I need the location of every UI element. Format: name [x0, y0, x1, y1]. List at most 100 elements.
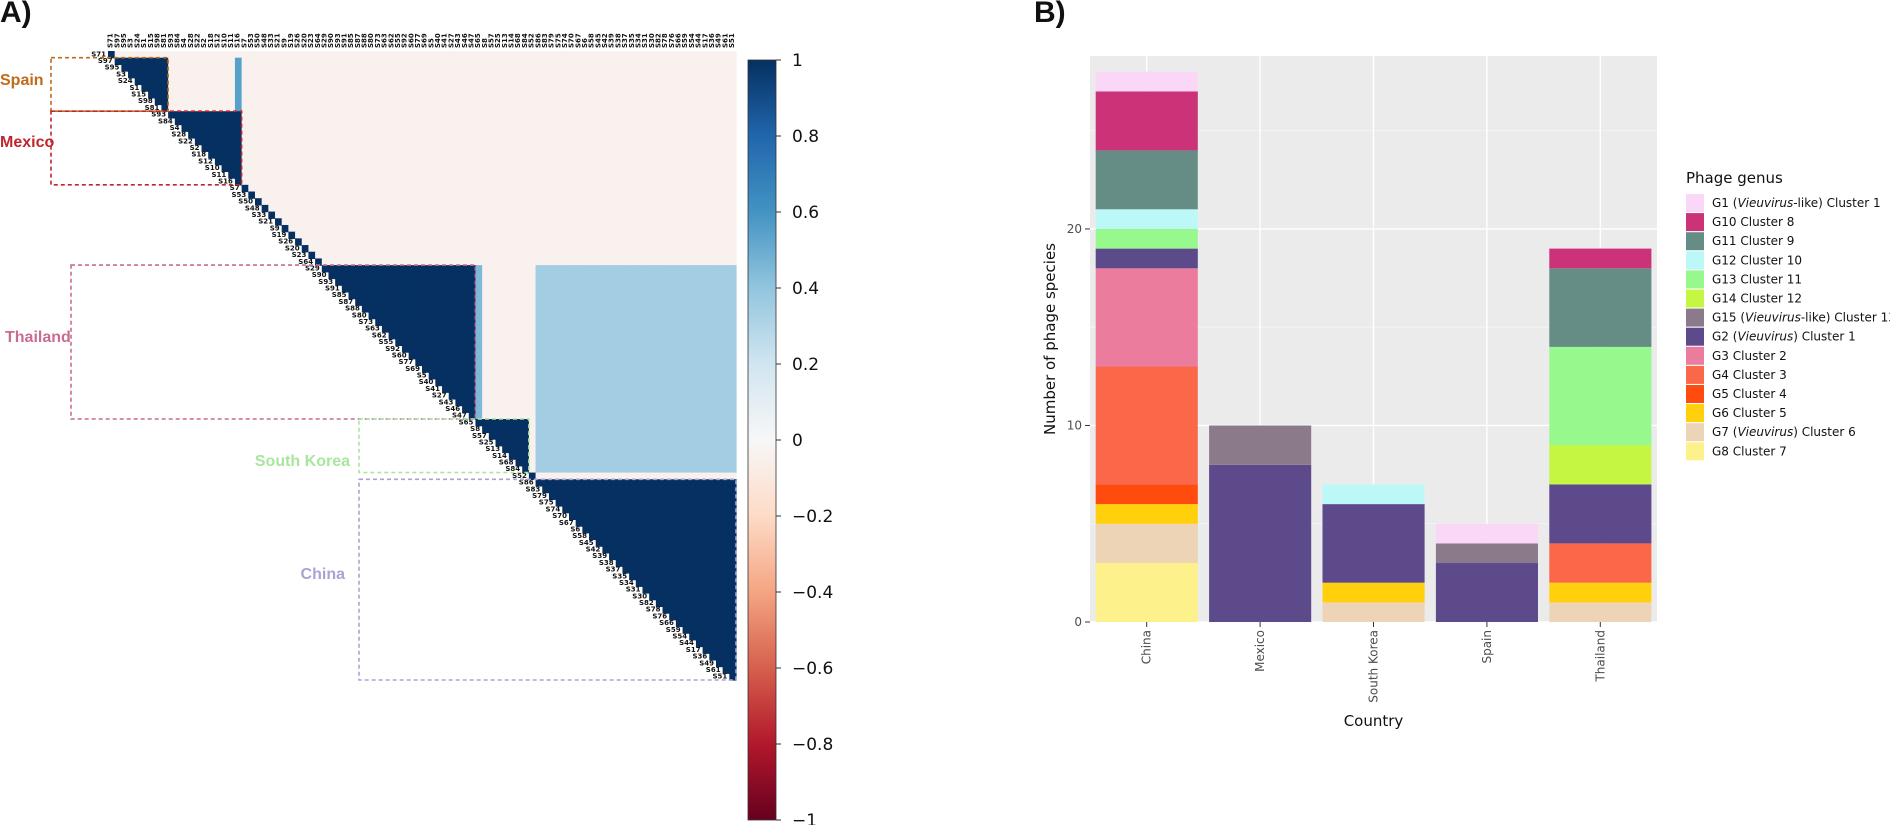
heatmap-cell [642, 104, 650, 112]
heatmap-cell [234, 117, 243, 126]
heatmap-cell [508, 291, 517, 300]
heatmap-cell [562, 77, 570, 86]
heatmap-cell [548, 224, 557, 233]
heatmap-cell [709, 593, 717, 601]
heatmap-cell [555, 499, 563, 507]
heatmap-cell [468, 278, 477, 286]
heatmap-cell [649, 566, 657, 574]
heatmap-cell [435, 91, 443, 99]
heatmap-cell [468, 71, 477, 79]
heatmap-cell [368, 245, 376, 253]
heatmap-cell [308, 57, 316, 65]
heatmap-cell [649, 485, 657, 494]
column-label: S41 [441, 33, 449, 48]
heatmap-cell [582, 352, 590, 360]
heatmap-cell [642, 137, 650, 146]
heatmap-cell [495, 144, 503, 152]
heatmap-cell [381, 224, 390, 233]
legend-swatch-g12 [1686, 251, 1704, 270]
heatmap-cell [448, 245, 456, 253]
heatmap-cell [408, 332, 416, 340]
heatmap-cell [669, 245, 677, 253]
heatmap-cell [662, 365, 670, 373]
heatmap-cell [435, 285, 443, 293]
heatmap-cell [555, 485, 563, 494]
heatmap-cell [709, 639, 717, 648]
heatmap-cell [361, 291, 370, 300]
heatmap-cell [408, 111, 416, 119]
heatmap-cell [475, 345, 483, 353]
heatmap-cell [315, 218, 323, 226]
heatmap-cell [435, 238, 443, 246]
heatmap-cell [335, 111, 343, 119]
heatmap-cell [435, 158, 443, 166]
heatmap-cell [415, 91, 423, 99]
heatmap-cell [328, 158, 336, 166]
heatmap-cell [315, 158, 323, 166]
heatmap-cell [649, 419, 657, 427]
heatmap-cell [662, 71, 670, 79]
heatmap-cell [455, 372, 463, 380]
heatmap-cell [609, 372, 617, 380]
heatmap-cell [315, 164, 323, 173]
colorbar-tick-label: −1 [792, 811, 817, 825]
heatmap-cell [609, 439, 617, 447]
heatmap-cell [729, 599, 737, 607]
heatmap-cell [401, 338, 410, 347]
heatmap-cell [555, 198, 563, 206]
heatmap-cell [275, 184, 283, 193]
heatmap-cell [415, 318, 423, 326]
heatmap-cell [395, 137, 403, 146]
heatmap-cell [562, 398, 570, 407]
heatmap-cell [715, 439, 724, 447]
heatmap-cell [702, 519, 710, 527]
heatmap-cell [522, 231, 530, 239]
heatmap-cell [388, 97, 396, 106]
heatmap-cell [475, 117, 483, 126]
heatmap-cell [709, 579, 717, 587]
heatmap-cell [609, 291, 617, 300]
heatmap-cell [702, 271, 710, 280]
heatmap-cell [381, 84, 390, 92]
heatmap-cell [542, 77, 550, 86]
heatmap-cell [715, 365, 724, 373]
heatmap-cell [528, 305, 537, 313]
heatmap-cell [275, 198, 283, 206]
heatmap-cell [675, 137, 684, 146]
heatmap-cell [502, 71, 510, 79]
heatmap-cell [401, 104, 410, 112]
heatmap-cell [408, 218, 416, 226]
heatmap-cell [568, 465, 577, 474]
heatmap-cell [609, 71, 617, 79]
heatmap-cell [682, 305, 690, 313]
heatmap-cell [448, 231, 456, 239]
heatmap-cell [181, 64, 189, 72]
heatmap-cell [368, 184, 376, 193]
heatmap-cell [375, 211, 383, 219]
heatmap-cell [455, 305, 463, 313]
heatmap-cell [662, 77, 670, 86]
heatmap-cell [695, 305, 704, 313]
heatmap-cell [528, 191, 537, 199]
heatmap-cell [221, 71, 229, 79]
heatmap-cell [575, 485, 583, 494]
heatmap-cell [488, 198, 497, 206]
heatmap-cell [495, 117, 503, 126]
heatmap-cell [589, 298, 597, 306]
heatmap-cell [455, 137, 463, 146]
legend-label-prefix: G7 ( [1712, 425, 1737, 439]
heatmap-cell [168, 84, 176, 92]
heatmap-cell [241, 77, 249, 86]
heatmap-cell [401, 97, 410, 106]
heatmap-cell [715, 198, 724, 206]
column-label: S39 [608, 33, 616, 48]
heatmap-cell [535, 291, 543, 300]
heatmap-cell [288, 117, 296, 126]
heatmap-cell [662, 151, 670, 159]
heatmap-cell [695, 137, 704, 146]
heatmap-cell [729, 552, 737, 561]
column-label: S9 [280, 38, 288, 48]
heatmap-cell [241, 178, 249, 186]
heatmap-cell [308, 171, 316, 179]
heatmap-cell [368, 224, 376, 233]
